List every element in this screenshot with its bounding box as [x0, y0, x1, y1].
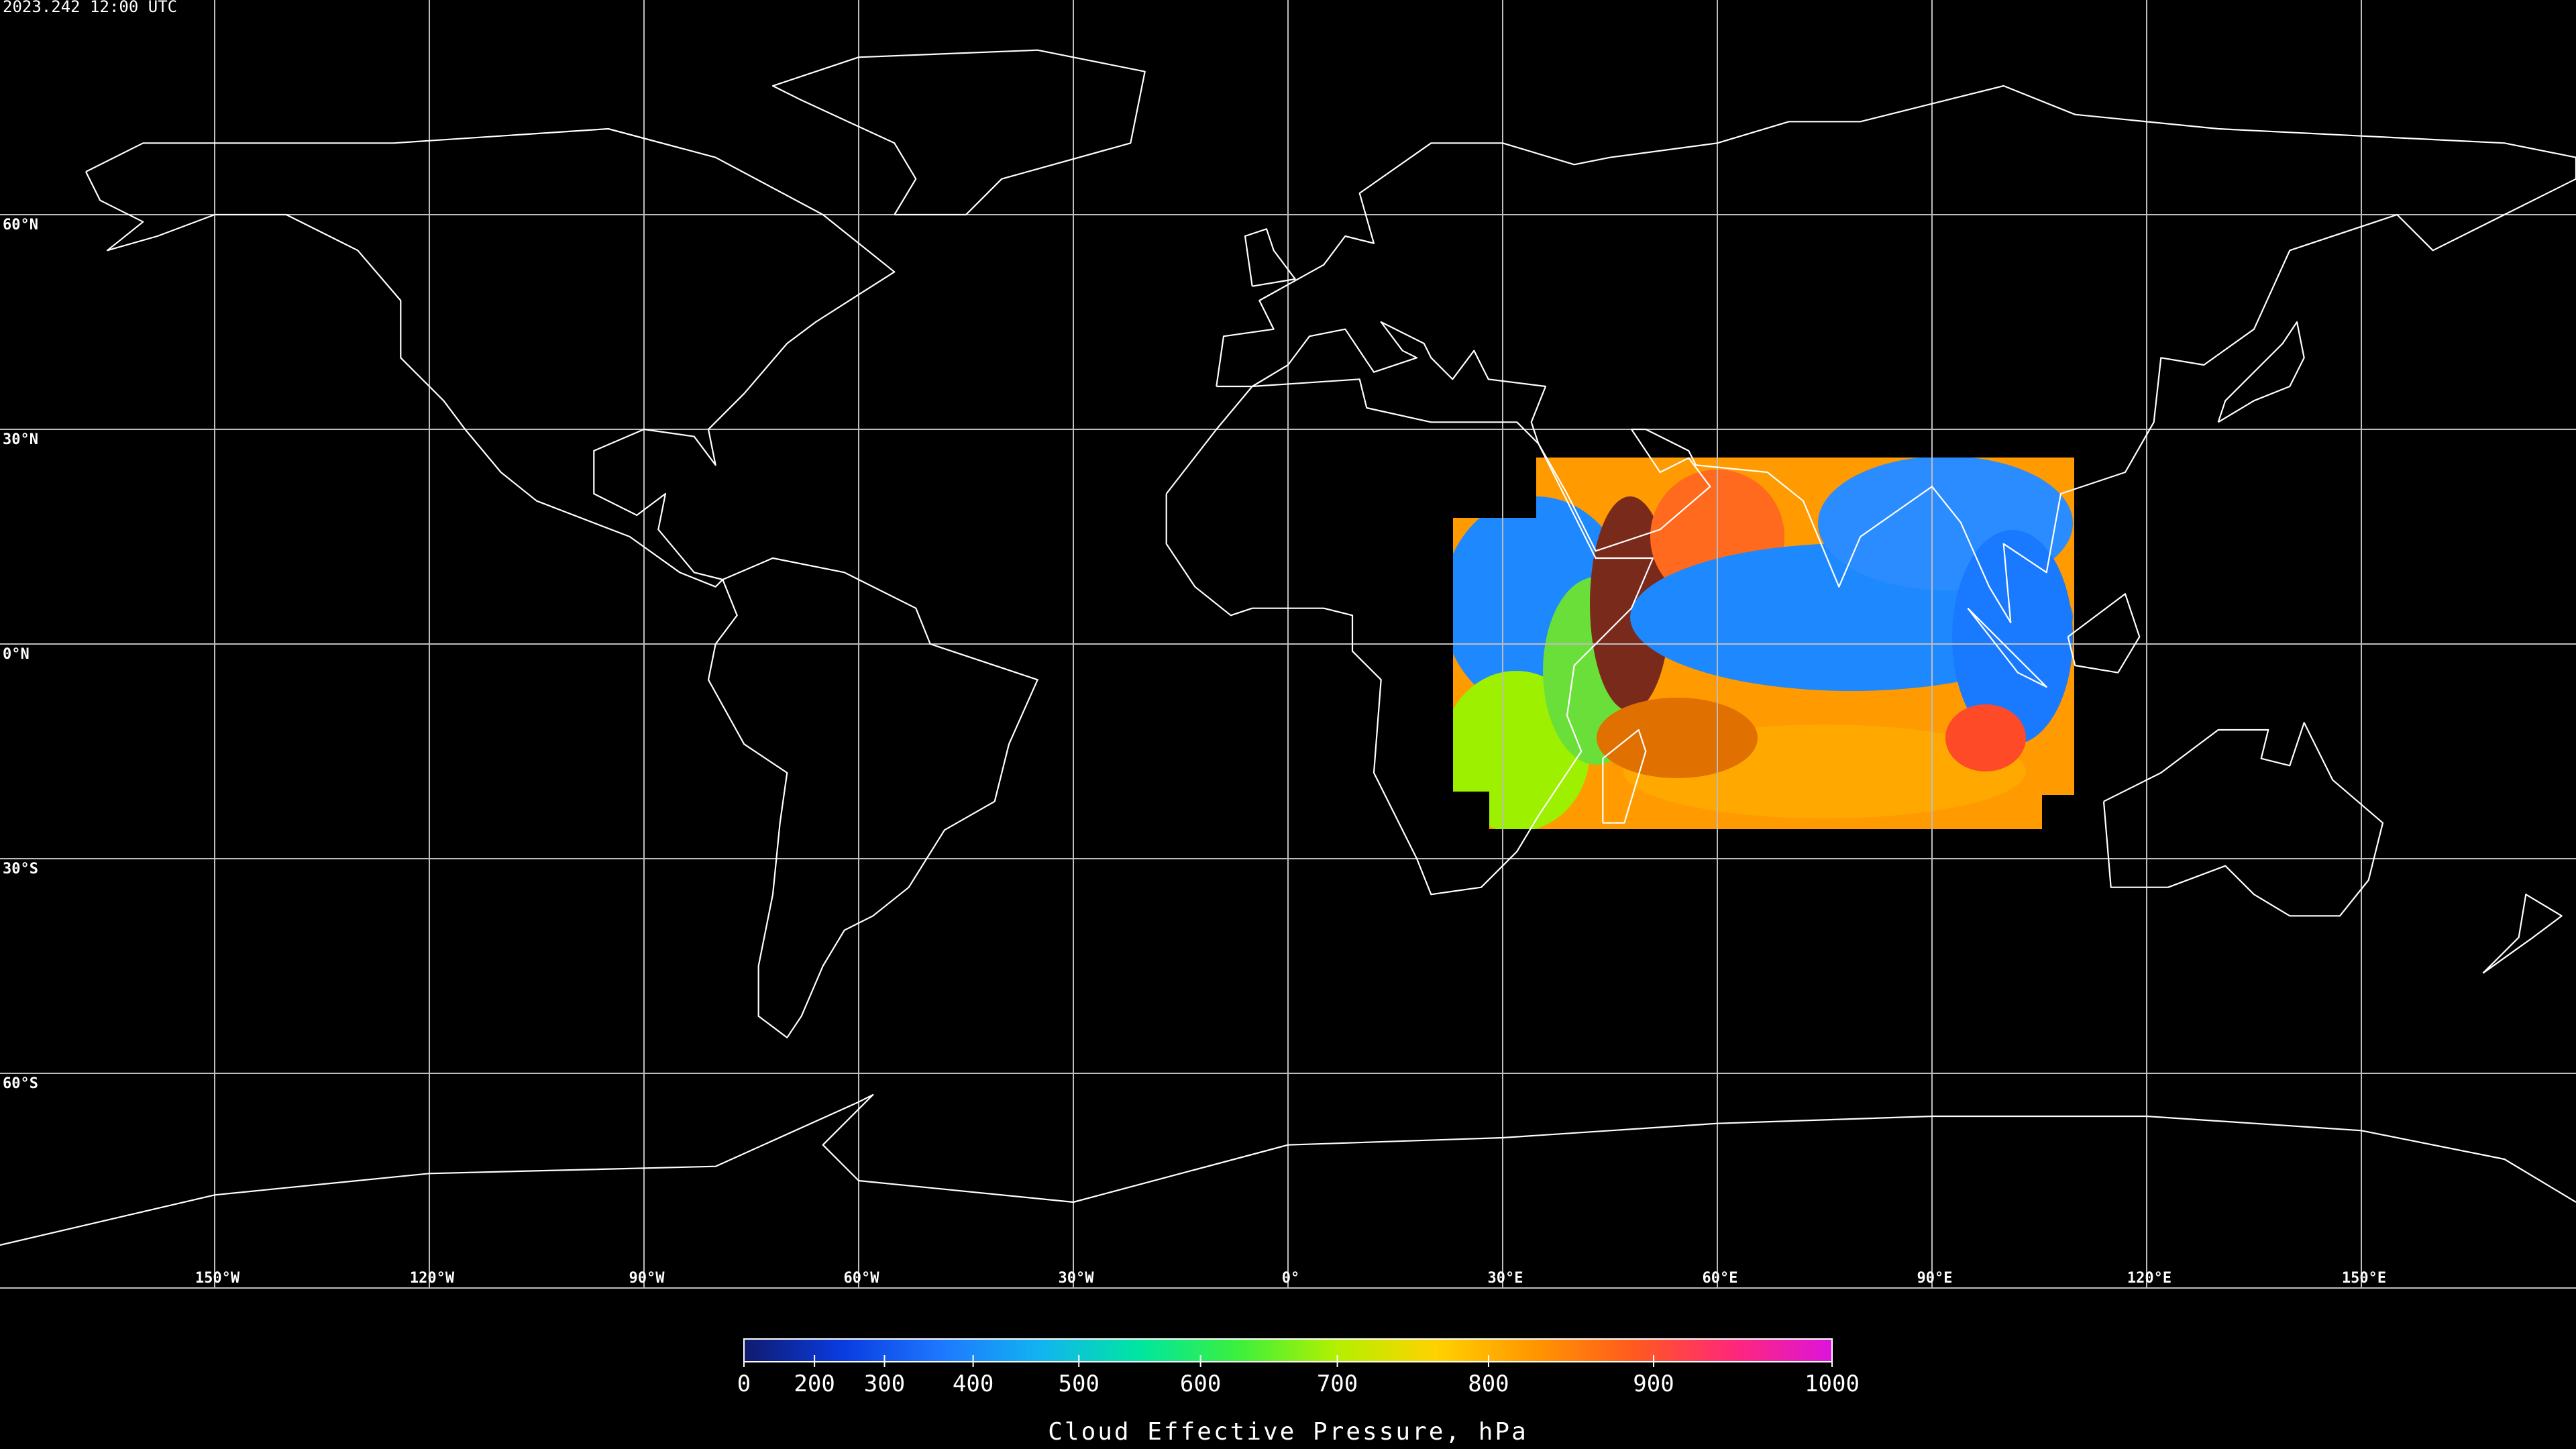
longitude-label: 30°E — [1488, 1270, 1523, 1287]
colorbar-tick-label: 300 — [864, 1371, 905, 1397]
longitude-label: 60°E — [1703, 1270, 1738, 1287]
colorbar: 0 200 300 400 500 600 700 800 900 1000 Cloud Effec… — [737, 1338, 1860, 1446]
coastline — [2067, 593, 2141, 674]
coastline — [1165, 378, 1654, 896]
colorbar-tick-label: 700 — [1317, 1371, 1358, 1397]
latitude-label: 30°N — [3, 431, 38, 448]
coastline — [1216, 85, 2576, 624]
coastline — [0, 1093, 2576, 1246]
latitude-label: 30°S — [3, 861, 38, 877]
colorbar-tick-label: 1000 — [1805, 1371, 1860, 1397]
colorbar-tick-label: 500 — [1059, 1371, 1099, 1397]
coastlines — [0, 49, 2576, 1246]
longitude-label: 120°W — [410, 1270, 455, 1287]
colorbar-tick-label: 0 — [737, 1371, 751, 1397]
longitude-label: 30°W — [1059, 1270, 1095, 1287]
longitude-label: 120°E — [2127, 1270, 2171, 1287]
longitude-label: 0° — [1282, 1270, 1300, 1287]
colorbar-tick-label: 900 — [1633, 1371, 1674, 1397]
longitude-label: 90°W — [629, 1270, 665, 1287]
coastline — [771, 49, 1146, 216]
coastline — [2217, 321, 2305, 423]
longitude-label: 60°W — [844, 1270, 880, 1287]
longitude-label: 90°E — [1917, 1270, 1953, 1287]
colorbar-tick-label: 800 — [1468, 1371, 1509, 1397]
colorbar-label: Cloud Effective Pressure, hPa — [1048, 1418, 1528, 1446]
latitude-label: 0°N — [3, 646, 30, 663]
graticule — [0, 0, 2576, 1289]
latitude-label: 60°S — [3, 1075, 38, 1092]
coastline — [85, 127, 896, 588]
coastline — [2482, 894, 2563, 974]
colorbar-tick-label: 600 — [1180, 1371, 1221, 1397]
colorbar-ramp — [743, 1338, 1833, 1362]
graticule-labels: 60°N 30°N 0°N 30°S 60°S 150°W 120°W 90°W 60°W 30°… — [3, 217, 2386, 1287]
colorbar-tick-label: 200 — [794, 1371, 835, 1397]
coastline — [2102, 722, 2384, 917]
coastline — [1244, 228, 1296, 287]
longitude-label: 150°E — [2342, 1270, 2386, 1287]
coastline — [707, 557, 1038, 1038]
coastline — [1602, 729, 1647, 824]
longitude-label: 150°W — [195, 1270, 240, 1287]
colorbar-tick-label: 400 — [953, 1371, 994, 1397]
coastline — [1967, 607, 2047, 688]
timestamp: 2023.242 12:00 UTC — [3, 0, 177, 16]
latitude-label: 60°N — [3, 217, 38, 233]
